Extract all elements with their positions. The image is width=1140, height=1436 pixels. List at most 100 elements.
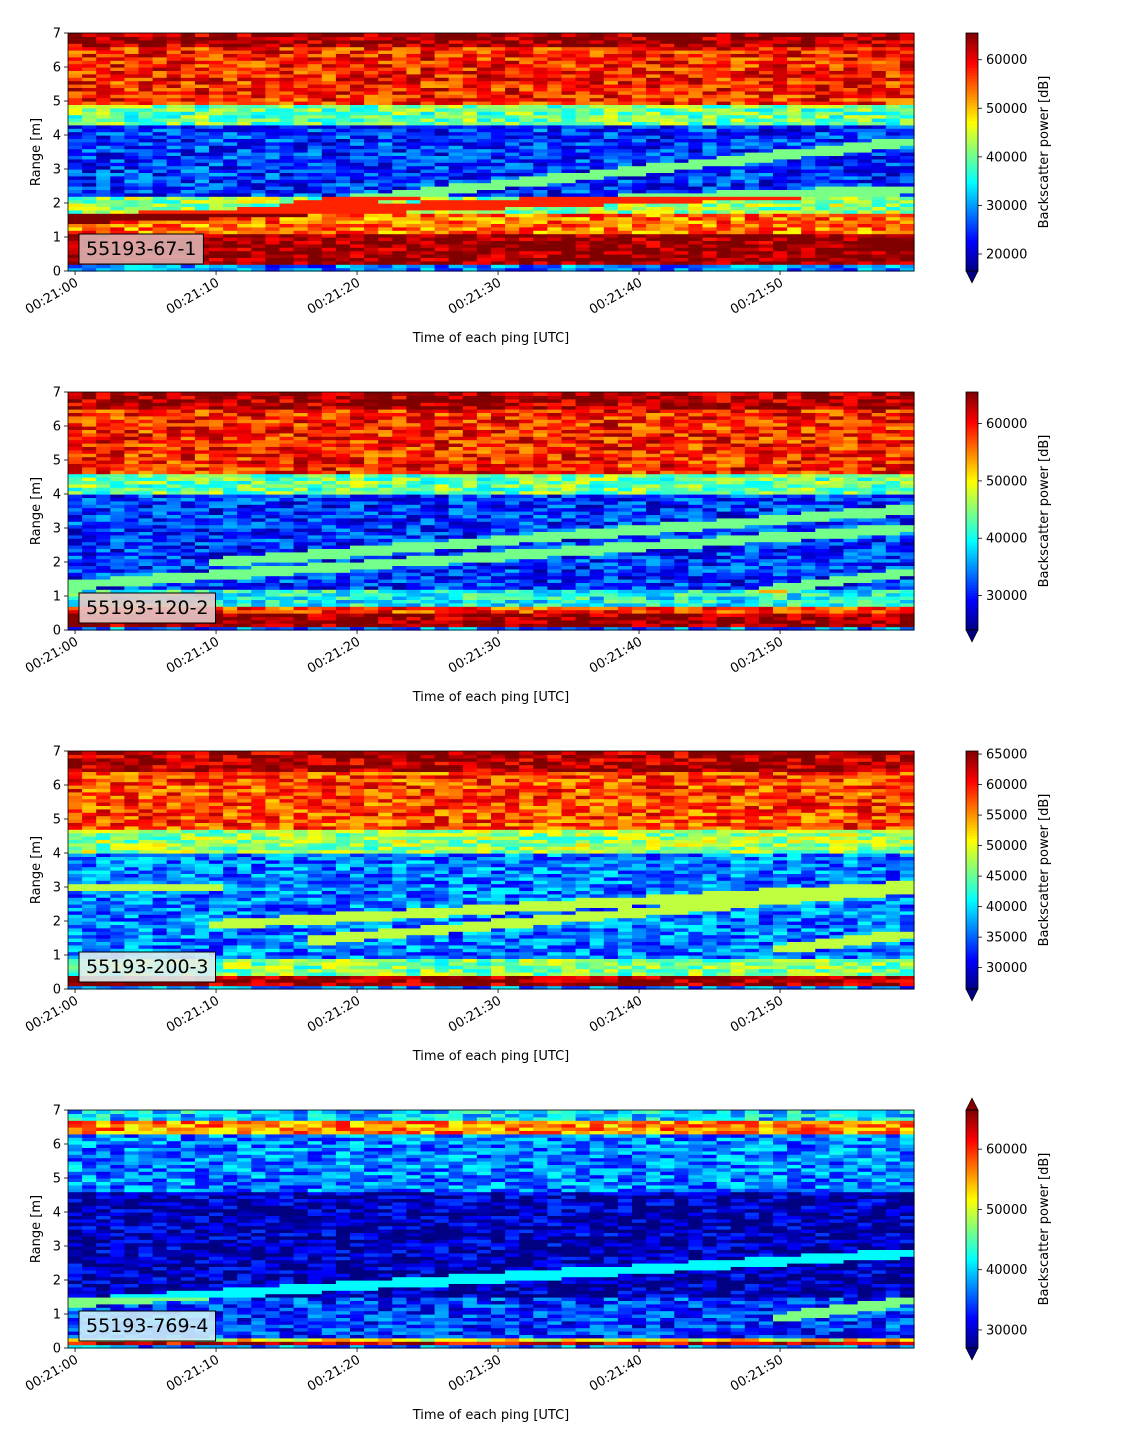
colorbar-segment (966, 75, 978, 79)
colorbar-segment (966, 524, 978, 528)
colorbar-tick-label: 50000 (986, 474, 1027, 489)
colorbar-segment (966, 1221, 978, 1225)
colorbar-segment (966, 1316, 978, 1320)
colorbar-segment (966, 434, 978, 438)
colorbar: 20000 30000 40000 50000 60000 Backscatter pow… (965, 32, 1052, 284)
station-label-box (78, 592, 217, 624)
colorbar-segment (966, 1321, 978, 1325)
colorbar-segment (966, 756, 978, 760)
colorbar-segment (966, 1289, 978, 1294)
colorbar-segment (966, 1303, 978, 1307)
colorbar-segment (966, 904, 978, 908)
colorbar-segment (966, 207, 978, 211)
colorbar-tick-label: 50000 (986, 102, 1027, 117)
colorbar-segment (966, 1191, 978, 1196)
colorbar-segment (966, 973, 978, 977)
colorbar-segment (966, 899, 978, 903)
heatmap-image (68, 1110, 915, 1349)
colorbar-segment (966, 495, 978, 499)
y-tick-label: 1 (53, 590, 61, 605)
x-tick-label: 00:21:50 (728, 1352, 786, 1394)
colorbar-segment (966, 1218, 978, 1222)
colorbar-segment (966, 983, 978, 987)
colorbar-segment (966, 112, 978, 116)
colorbar-segment (966, 394, 978, 398)
colorbar-segment (966, 1250, 978, 1254)
colorbar-segment (966, 120, 978, 124)
colorbar-segment (966, 175, 978, 180)
x-tick-label: 00:21:50 (728, 275, 786, 317)
colorbar-segment (966, 1310, 978, 1315)
colorbar-segment (966, 867, 978, 871)
colorbar-segment (966, 505, 978, 509)
colorbar-segment (966, 255, 978, 259)
colorbar-segment (966, 265, 978, 269)
colorbar-segment (966, 611, 978, 615)
colorbar-segment (966, 426, 978, 430)
colorbar-segment (966, 814, 978, 818)
colorbar-segment (966, 210, 978, 214)
colorbar-segment (966, 922, 978, 927)
colorbar-segment (966, 614, 978, 618)
colorbar-frame (965, 32, 979, 272)
colorbar-segment (966, 561, 978, 565)
x-tick-label: 00:21:00 (23, 993, 81, 1035)
y-tick-label: 6 (53, 420, 61, 435)
colorbar-segment (966, 257, 978, 262)
colorbar-segment (966, 1117, 978, 1122)
colorbar-frame (965, 750, 979, 990)
colorbar-segment (966, 450, 978, 454)
y-tick-label: 0 (53, 265, 61, 280)
colorbar-segment (966, 851, 978, 855)
colorbar-segment (966, 231, 978, 235)
x-tick-label: 00:21:10 (164, 275, 222, 317)
y-tick-label: 1 (53, 231, 61, 246)
colorbar-segment (966, 452, 978, 457)
colorbar-segment (966, 405, 978, 409)
colorbar-segment (966, 141, 978, 145)
colorbar-segment (966, 959, 978, 964)
colorbar-segment (966, 1184, 978, 1188)
colorbar-segment (966, 920, 978, 924)
colorbar-segment (966, 843, 978, 847)
colorbar-segment (966, 901, 978, 905)
colorbar-segment (966, 819, 978, 823)
x-tick-label: 00:21:30 (446, 1352, 504, 1394)
colorbar-extend-min (965, 988, 979, 1002)
colorbar-segment (966, 585, 978, 589)
colorbar-segment (966, 149, 978, 153)
colorbar-segment (966, 263, 978, 267)
colorbar-segment (966, 753, 978, 757)
colorbar-segment (966, 872, 978, 876)
colorbar-tick-label: 30000 (986, 199, 1027, 214)
station-label-box (78, 233, 204, 265)
colorbar-segment (966, 503, 978, 507)
colorbar-segment (966, 85, 978, 90)
colorbar-segment (966, 912, 978, 916)
colorbar-segment (966, 1324, 978, 1328)
x-tick-label: 00:21:10 (164, 993, 222, 1035)
colorbar-segment (966, 247, 978, 251)
colorbar-segment (966, 1308, 978, 1312)
colorbar-segment (966, 917, 978, 921)
colorbar-segment (966, 1318, 978, 1323)
colorbar-tick-label: 45000 (986, 870, 1027, 885)
colorbar-segment (966, 268, 978, 272)
colorbar-segment (966, 1215, 978, 1220)
colorbar-segment (966, 1300, 978, 1304)
x-tick-label: 00:21:20 (305, 993, 363, 1035)
y-tick-label: 2 (53, 915, 61, 930)
colorbar-segment (966, 479, 978, 483)
colorbar-segment (966, 194, 978, 198)
colorbar-segment (966, 582, 978, 586)
colorbar-segment (966, 1207, 978, 1212)
x-tick-label: 00:21:10 (164, 634, 222, 676)
colorbar-segment (966, 487, 978, 491)
colorbar-segment (966, 777, 978, 781)
colorbar-segment (966, 817, 978, 821)
colorbar-segment (966, 48, 978, 53)
colorbar-segment (966, 579, 978, 583)
station-label-box (78, 1310, 217, 1342)
colorbar-segment (966, 595, 978, 599)
colorbar-segment (966, 809, 978, 813)
